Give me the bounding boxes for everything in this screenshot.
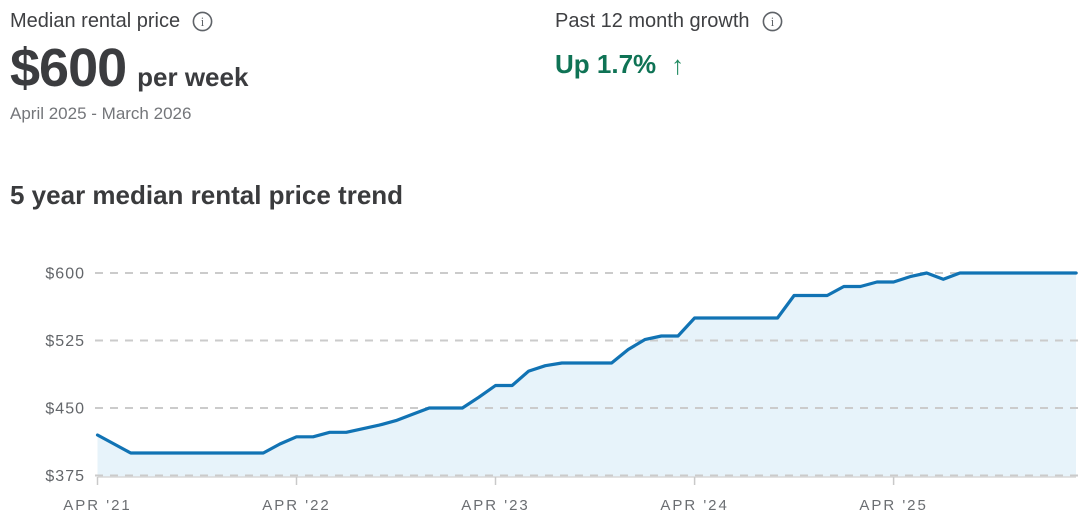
svg-text:$375: $375 (45, 468, 85, 485)
median-rental-price-label: Median rental price (10, 10, 181, 32)
growth-label: Past 12 month growth (555, 10, 750, 32)
svg-text:APR '21: APR '21 (63, 497, 132, 514)
median-price-value: $600 (10, 38, 127, 98)
trend-section-title: 5 year median rental price trend (10, 180, 404, 210)
median-price-suffix: per week (137, 62, 249, 92)
svg-text:APR '25: APR '25 (859, 497, 928, 514)
svg-text:i: i (770, 15, 774, 29)
info-icon-glyph: i (192, 11, 213, 32)
growth-label-row: Past 12 month growth i (555, 10, 783, 33)
svg-text:APR '23: APR '23 (461, 497, 530, 514)
median-label-row: Median rental price i (10, 10, 248, 33)
growth-value: Up 1.7% (555, 49, 657, 79)
info-icon[interactable]: i (762, 11, 783, 32)
median-rental-price-block: Median rental price i $600 per week Apri… (10, 10, 248, 124)
median-price-period: April 2025 - March 2026 (10, 104, 192, 123)
price-trend-chart[interactable]: $375 $450 $525 $600 APR '21 APR '22 APR '23 APR… (0, 249, 1089, 529)
svg-text:APR '22: APR '22 (262, 497, 331, 514)
svg-text:$600: $600 (45, 266, 85, 283)
growth-value-row: Up 1.7% ↑ (555, 49, 783, 80)
info-icon-glyph: i (762, 11, 782, 32)
info-icon[interactable]: i (192, 11, 213, 32)
svg-text:APR '24: APR '24 (660, 497, 729, 514)
svg-text:$450: $450 (45, 401, 85, 418)
svg-text:i: i (201, 15, 205, 29)
up-arrow-icon: ↑ (671, 49, 685, 80)
median-price-row: $600 per week (10, 41, 248, 95)
growth-block: Past 12 month growth i Up 1.7% ↑ (555, 10, 783, 80)
svg-text:$525: $525 (45, 333, 85, 350)
